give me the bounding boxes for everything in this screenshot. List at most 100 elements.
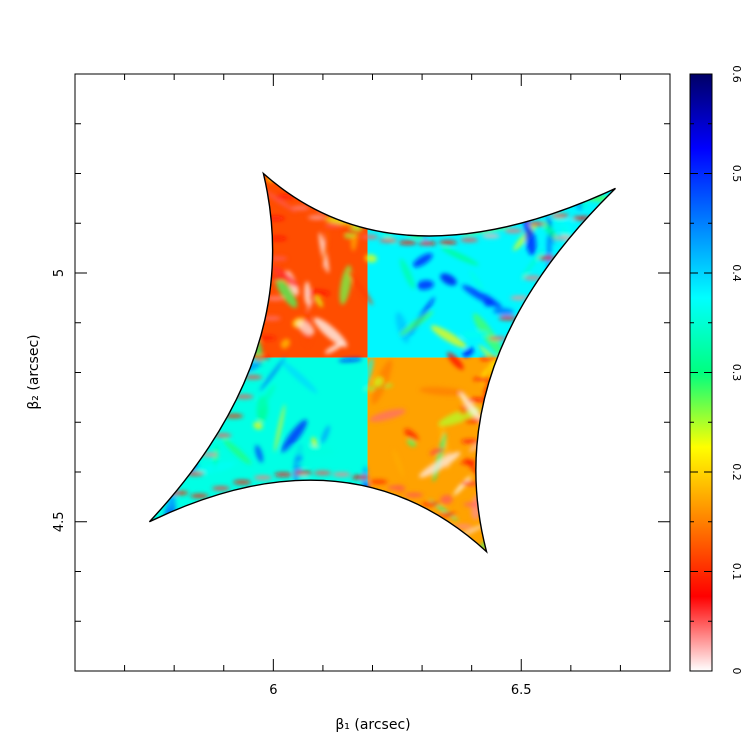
fold-streak (527, 221, 546, 227)
texture-streak (314, 294, 324, 308)
fold-streak (460, 237, 479, 243)
x-tick-labels: 6 6.5 (269, 683, 531, 698)
y-axis-label: β₂ (arcsec) (26, 334, 42, 409)
texture-streak (419, 386, 466, 396)
fold-streak (253, 475, 272, 480)
fold-streak (251, 355, 270, 360)
texture-streak (473, 313, 504, 357)
texture-streak (281, 361, 318, 394)
texture-streak (447, 352, 464, 370)
colorbar-tick-label: 0.5 (730, 165, 743, 183)
fold-streak (244, 375, 263, 380)
texture-streak (347, 270, 374, 306)
fold-streak (404, 492, 423, 498)
fold-streak (550, 213, 569, 218)
fold-streak (291, 205, 310, 211)
fold-streak (461, 439, 480, 444)
texture-streak (429, 447, 444, 456)
fold-streak (225, 413, 244, 419)
colorbar-tick-label: 0.2 (730, 463, 743, 481)
texture-streak (304, 289, 331, 297)
texture-streak (306, 298, 314, 311)
colorbar-tick-label: 0.1 (730, 563, 743, 581)
texture-streak (440, 273, 457, 286)
colorbar-tick-label: 0 (730, 668, 743, 675)
texture-streak (520, 248, 544, 280)
texture-streak (258, 384, 276, 410)
fold-streak (473, 377, 491, 382)
y-tick-labels: 4.55 (52, 269, 67, 532)
texture-streak (304, 281, 311, 305)
texture-streak (311, 437, 318, 449)
fold-streak (421, 501, 440, 507)
texture-streak (275, 277, 298, 308)
fold-streak (307, 215, 326, 220)
fold-streak (275, 194, 294, 200)
texture-streak (399, 310, 434, 336)
texture-streak (441, 247, 479, 266)
fold-streak (274, 472, 293, 477)
texture-streak (280, 338, 291, 349)
fold-streak (463, 502, 482, 507)
fold-streak (342, 229, 361, 235)
fold-streak (439, 240, 458, 245)
texture-streak (321, 231, 328, 270)
fold-streak (504, 228, 523, 233)
texture-streak (369, 408, 406, 422)
texture-streak (255, 444, 264, 463)
fold-streak (463, 418, 482, 423)
texture-streak (195, 461, 236, 475)
texture-streak (364, 254, 377, 263)
colorbar-ticks: 0 0.1 0.2 0.3 0.4 0.5 0.6 (690, 65, 743, 675)
texture-streak (459, 391, 485, 426)
x-tick-label: 6.5 (511, 683, 532, 698)
fold-streak (538, 255, 557, 261)
texture-streak (324, 343, 343, 354)
texture-streak (223, 439, 252, 465)
fold-streak (369, 479, 388, 484)
texture-streak (462, 347, 475, 358)
fold-streak (498, 315, 517, 321)
texture-streak (296, 459, 311, 467)
texture-streak (407, 438, 417, 447)
y-tick-label: 5 (52, 269, 67, 277)
texture-streak (438, 407, 481, 427)
texture-streak (284, 445, 335, 457)
texture-streak (395, 312, 410, 344)
fold-streak (294, 470, 313, 476)
colorbar-tick-label: 0.6 (730, 65, 743, 83)
colorbar: 0 0.1 0.2 0.3 0.4 0.5 0.6 (689, 65, 743, 675)
texture-streak (492, 307, 514, 316)
texture-streak (453, 475, 472, 496)
fold-streak (351, 475, 370, 480)
x-axis-label: β₁ (arcsec) (335, 717, 410, 733)
texture-streak (412, 253, 433, 268)
fold-streak (510, 295, 529, 301)
texture-streak (399, 258, 415, 290)
fold-streak (379, 238, 398, 243)
fold-streak (360, 234, 379, 240)
fold-streak (324, 223, 343, 228)
fold-streak (467, 397, 486, 403)
colorbar-tick-label: 0.4 (730, 264, 743, 282)
fold-streak (233, 480, 252, 485)
fold-streak (460, 460, 479, 465)
fold-streak (438, 512, 457, 517)
fold-streak (268, 276, 287, 281)
texture-streak (460, 330, 489, 338)
fold-streak (482, 233, 500, 239)
texture-streak (483, 298, 494, 307)
texture-streak (416, 280, 434, 290)
texture-streak (392, 448, 405, 477)
texture-streak (470, 538, 488, 552)
texture-streak (321, 425, 330, 444)
texture-streak (271, 265, 299, 288)
fold-streak (418, 241, 437, 246)
fold-streak (461, 481, 480, 486)
texture-streak (404, 428, 419, 442)
texture-streak (525, 226, 537, 256)
fold-streak (332, 472, 351, 477)
y-tick-label: 4.5 (52, 511, 67, 532)
x-tick-label: 6 (269, 683, 277, 698)
texture-streak (296, 320, 315, 336)
